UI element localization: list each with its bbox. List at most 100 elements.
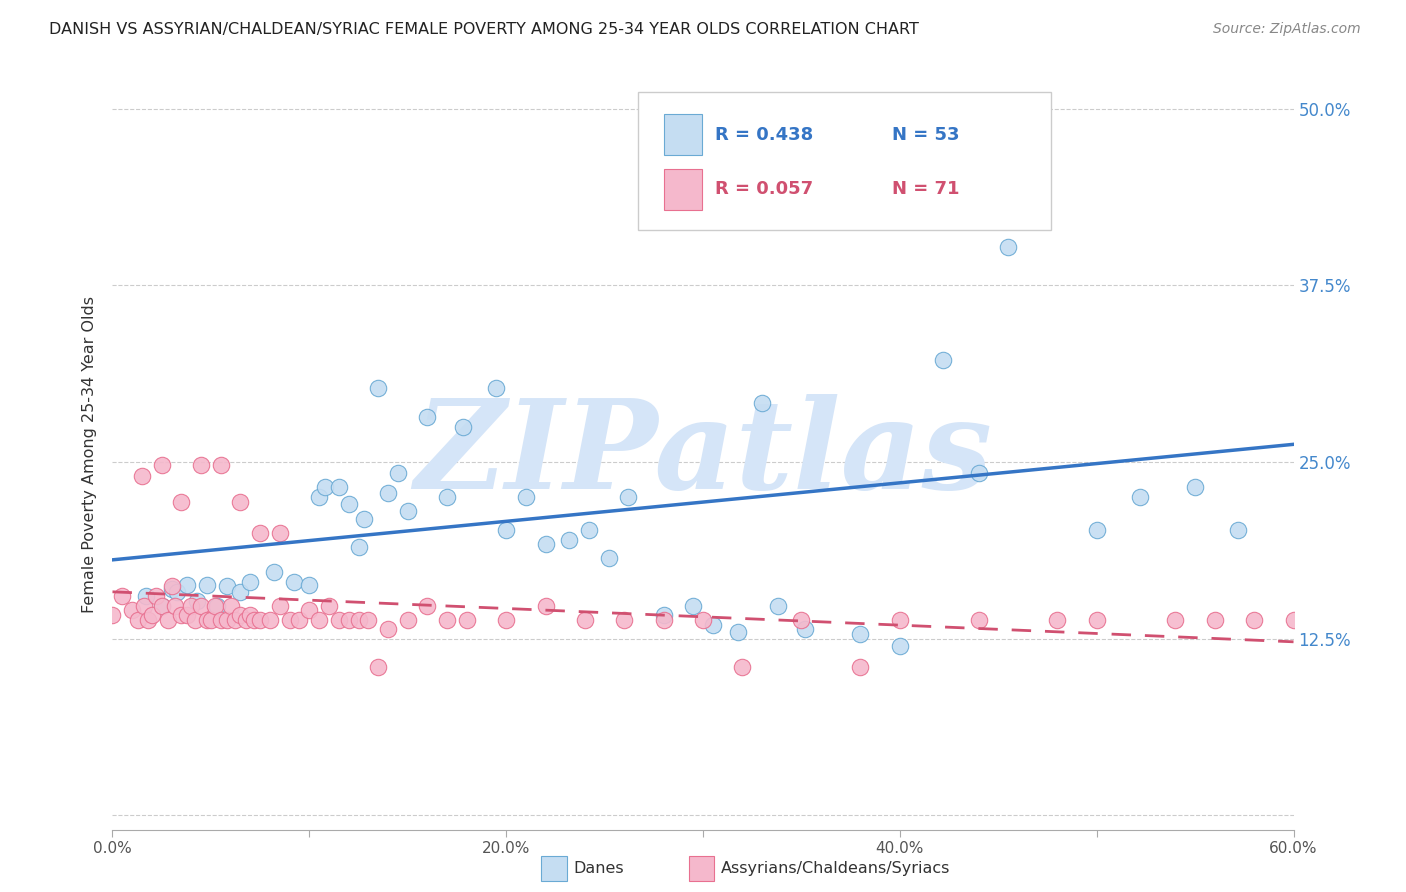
- Point: [1085, 613, 1108, 627]
- Point: [353, 511, 375, 525]
- Point: [1243, 613, 1265, 627]
- Point: [849, 627, 872, 641]
- Point: [534, 599, 557, 614]
- Point: [131, 469, 153, 483]
- Point: [416, 599, 439, 614]
- Point: [209, 613, 232, 627]
- Point: [967, 613, 990, 627]
- Point: [308, 491, 330, 505]
- Point: [215, 613, 238, 627]
- Point: [682, 599, 704, 614]
- Point: [347, 613, 370, 627]
- Point: [613, 613, 636, 627]
- Point: [328, 613, 350, 627]
- Point: [367, 382, 389, 396]
- Point: [229, 494, 252, 508]
- Point: [436, 613, 458, 627]
- FancyBboxPatch shape: [664, 169, 702, 210]
- Point: [150, 599, 173, 614]
- Point: [436, 491, 458, 505]
- Point: [932, 353, 955, 368]
- Point: [204, 599, 226, 614]
- Point: [259, 613, 281, 627]
- Point: [416, 409, 439, 424]
- Point: [495, 523, 517, 537]
- Point: [269, 599, 291, 614]
- Point: [215, 579, 238, 593]
- Point: [451, 419, 474, 434]
- Point: [731, 660, 754, 674]
- Point: [141, 607, 163, 622]
- Point: [578, 523, 600, 537]
- Point: [298, 603, 321, 617]
- Point: [150, 458, 173, 472]
- Point: [229, 585, 252, 599]
- Point: [574, 613, 596, 627]
- Point: [889, 613, 911, 627]
- Point: [1227, 523, 1250, 537]
- Point: [534, 537, 557, 551]
- Point: [180, 599, 202, 614]
- Point: [357, 613, 380, 627]
- Point: [396, 504, 419, 518]
- Point: [243, 613, 266, 627]
- Point: [209, 458, 232, 472]
- Point: [160, 582, 183, 597]
- Point: [190, 599, 212, 614]
- Point: [298, 578, 321, 592]
- Point: [1164, 613, 1187, 627]
- Point: [396, 613, 419, 627]
- Point: [1085, 523, 1108, 537]
- Point: [239, 607, 262, 622]
- Point: [190, 458, 212, 472]
- Text: Source: ZipAtlas.com: Source: ZipAtlas.com: [1213, 22, 1361, 37]
- Point: [156, 613, 179, 627]
- Text: N = 53: N = 53: [891, 126, 959, 144]
- Point: [170, 494, 193, 508]
- Text: ZIPatlas: ZIPatlas: [413, 394, 993, 516]
- Point: [790, 613, 813, 627]
- Point: [558, 533, 581, 547]
- Point: [337, 497, 360, 511]
- Point: [751, 395, 773, 409]
- Point: [239, 575, 262, 590]
- Point: [318, 599, 340, 614]
- Point: [495, 613, 517, 627]
- Point: [337, 613, 360, 627]
- Text: N = 71: N = 71: [891, 180, 959, 198]
- Point: [387, 467, 409, 481]
- Point: [249, 613, 271, 627]
- Point: [347, 540, 370, 554]
- Point: [727, 624, 749, 639]
- Point: [170, 607, 193, 622]
- Text: DANISH VS ASSYRIAN/CHALDEAN/SYRIAC FEMALE POVERTY AMONG 25-34 YEAR OLDS CORRELAT: DANISH VS ASSYRIAN/CHALDEAN/SYRIAC FEMAL…: [49, 22, 920, 37]
- Point: [1129, 491, 1152, 505]
- Point: [224, 613, 246, 627]
- Point: [235, 613, 257, 627]
- Text: R = 0.438: R = 0.438: [714, 126, 813, 144]
- Point: [702, 617, 724, 632]
- Point: [288, 613, 311, 627]
- Point: [328, 480, 350, 494]
- Point: [283, 575, 305, 590]
- Point: [1046, 613, 1069, 627]
- Point: [229, 607, 252, 622]
- Point: [692, 613, 714, 627]
- Point: [150, 599, 173, 614]
- Point: [314, 480, 336, 494]
- Point: [135, 589, 157, 603]
- FancyBboxPatch shape: [638, 92, 1052, 230]
- Point: [997, 240, 1019, 254]
- Point: [176, 578, 198, 592]
- Point: [515, 491, 537, 505]
- Point: [617, 491, 640, 505]
- Point: [195, 613, 218, 627]
- Point: [367, 660, 389, 674]
- Text: Assyrians/Chaldeans/Syriacs: Assyrians/Chaldeans/Syriacs: [721, 862, 950, 876]
- Point: [1282, 613, 1305, 627]
- Point: [278, 613, 301, 627]
- Point: [101, 607, 124, 622]
- Point: [121, 603, 143, 617]
- Point: [136, 613, 159, 627]
- FancyBboxPatch shape: [664, 114, 702, 155]
